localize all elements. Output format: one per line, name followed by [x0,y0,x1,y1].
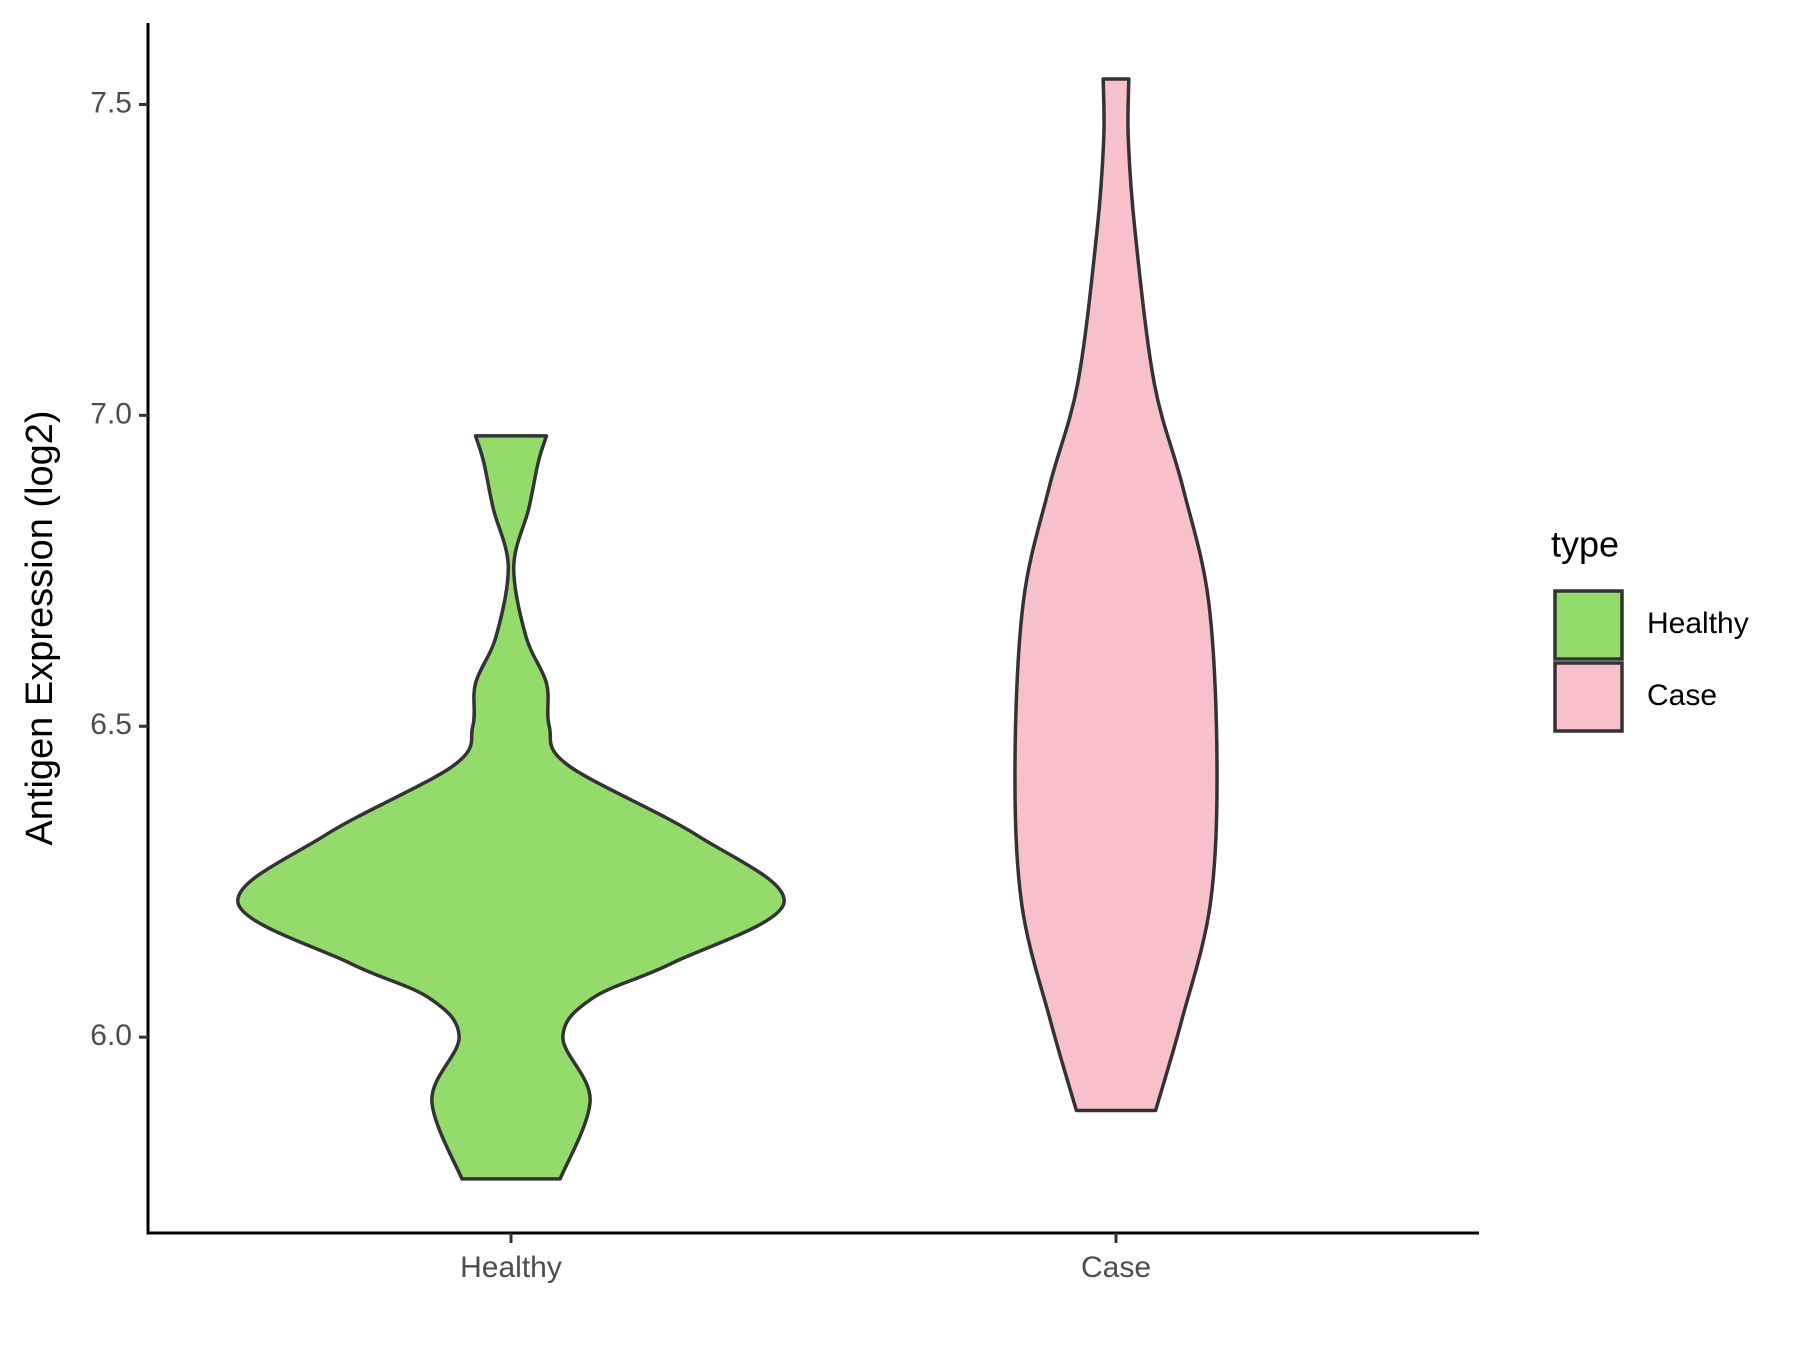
legend-swatch [1553,661,1624,733]
x-tick-label: Healthy [460,1251,562,1284]
legend-title: type [1551,524,1619,565]
legend-swatch [1553,589,1624,661]
y-tick-label: 6.0 [90,1019,132,1052]
x-tick-label: Case [1081,1251,1151,1284]
legend-label: Case [1647,679,1717,712]
y-tick-label: 7.0 [90,397,132,430]
y-tick-label: 6.5 [90,708,132,741]
violin [1013,77,1219,1113]
y-tick-label: 7.5 [90,86,132,119]
y-axis-title: Antigen Expression (log2) [19,410,61,845]
legend-label: Healthy [1647,607,1749,640]
violin [236,434,786,1181]
